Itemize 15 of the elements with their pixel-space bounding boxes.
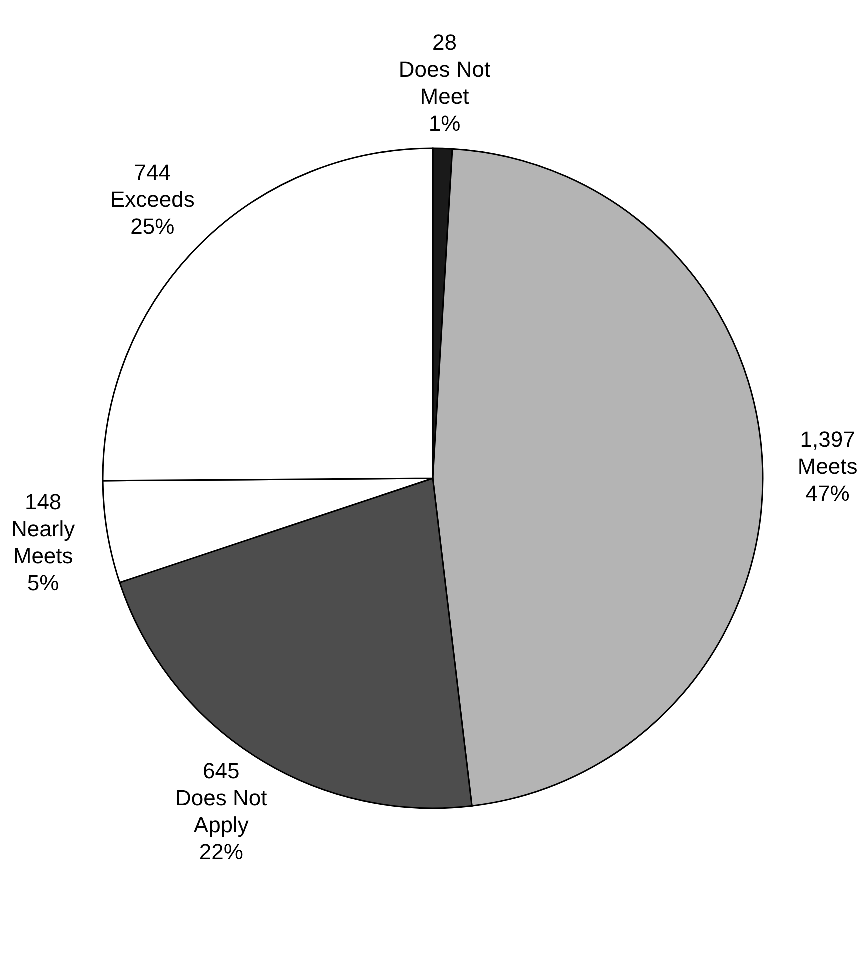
text: 25%	[130, 214, 175, 240]
text: 5%	[27, 570, 60, 596]
data-label: 148	[24, 490, 62, 515]
slice-label: Meets	[798, 454, 858, 479]
slice-label: Nearly Meets	[12, 516, 76, 569]
slice-label: Does Not Meet	[398, 57, 491, 110]
text: 47%	[806, 480, 850, 506]
data-label: 744	[134, 160, 172, 186]
text: 22%	[199, 840, 244, 865]
text: 1%	[428, 111, 461, 136]
data-label: 28	[432, 30, 457, 56]
slice-label: Exceeds	[110, 187, 195, 212]
slice-label: Does Not Apply	[176, 786, 268, 838]
data-label: 1,397	[800, 426, 856, 452]
data-label: 645	[203, 758, 240, 784]
